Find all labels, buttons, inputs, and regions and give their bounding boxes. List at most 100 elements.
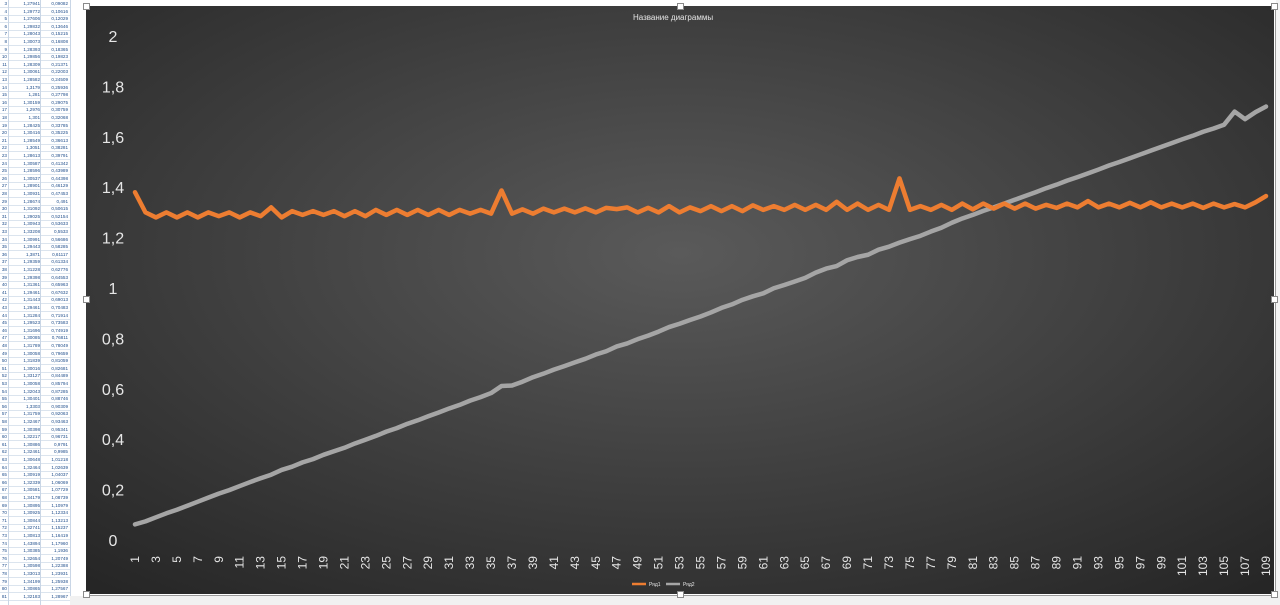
sheet-cell[interactable]: 0,65963 [51,282,68,288]
sheet-row[interactable]: 47 1,30085 0,76811 [0,334,70,343]
sheet-cell[interactable]: 1,3179 [25,84,40,90]
sheet-cell[interactable]: 1,31361 [23,282,40,288]
sheet-cell[interactable]: 1,23931 [51,571,68,576]
sheet-cell[interactable]: 1,17960 [51,540,68,546]
sheet-cell[interactable]: 1,31228 [23,267,40,272]
sheet-cell[interactable]: 0,90309 [51,403,68,409]
sheet-row[interactable]: 43 1,29461 0,70483 [0,304,70,312]
sheet-cell[interactable]: 1,28549 [23,137,40,143]
sheet-row[interactable]: 75 1,30385 1,1936 [0,547,70,556]
sheet-cell[interactable]: 0,22003 [51,69,68,75]
sheet-cell[interactable]: 1,31789 [23,343,40,348]
sheet-row[interactable]: 24 1,30587 0,41342 [0,160,70,168]
sheet-cell[interactable]: 0,491 [56,198,69,204]
sheet-row[interactable]: 16 1,30159 0,29075 [0,99,70,107]
sheet-cell[interactable]: 1,30648 [23,457,40,462]
sheet-cell[interactable]: 0,24509 [51,77,68,82]
sheet-cell[interactable]: 1,33208 [23,229,40,234]
sheet-cell[interactable]: 0,50615 [51,206,68,212]
sheet-cell[interactable]: 0,64553 [51,274,68,280]
sheet-cell[interactable]: 1,30598 [23,563,40,569]
sheet-row[interactable]: 50 1,31839 0,81059 [0,357,70,366]
sheet-row[interactable]: 59 1,30398 0,95341 [0,426,70,434]
sheet-cell[interactable]: 1,28596 [23,168,40,174]
sheet-cell[interactable]: 1,43894 [23,540,40,546]
sheet-row[interactable]: 10 1,29856 0,19823 [0,53,70,62]
sheet-row[interactable]: 33 1,33208 0,5533 [0,228,70,236]
sheet-cell[interactable]: 0,71914 [51,312,68,318]
sheet-cell[interactable]: 1,28043 [23,31,40,37]
sheet-cell[interactable]: 0,44398 [51,175,68,181]
sheet-cell[interactable]: 0,69013 [51,297,68,303]
sheet-row[interactable]: 4 1,29772 0,10616 [0,8,70,16]
resize-handle[interactable] [677,591,684,598]
sheet-row[interactable]: 81 1,32183 1,28967 [0,593,70,601]
sheet-row[interactable]: 53 1,30058 0,85794 [0,380,70,388]
sheet-cell[interactable]: 1,29832 [23,23,40,29]
sheet-cell[interactable]: 1,32461 [23,449,40,455]
sheet-cell[interactable]: 1,29398 [23,274,40,280]
sheet-cell[interactable]: 1,27567 [51,586,68,592]
sheet-row[interactable]: 41 1,29461 0,67632 [0,289,70,297]
sheet-row[interactable]: 23 1,28613 0,39791 [0,152,70,160]
sheet-row[interactable]: 31 1,29025 0,52154 [0,213,70,221]
sheet-row[interactable]: 57 1,31759 0,92063 [0,410,70,419]
sheet-cell[interactable]: 1,27606 [23,16,40,22]
sheet-cell[interactable]: 0,87285 [51,388,68,394]
resize-handle[interactable] [83,3,90,10]
sheet-row[interactable]: 39 1,29398 0,64553 [0,274,70,282]
sheet-cell[interactable]: 0,61334 [51,259,68,265]
sheet-row[interactable]: 30 1,31092 0,50615 [0,205,70,214]
sheet-cell[interactable]: 0,58285 [51,244,68,250]
sheet-cell[interactable]: 0,85794 [51,381,68,386]
sheet-cell[interactable]: 1,30865 [23,586,40,592]
sheet-cell[interactable]: 1,29461 [23,305,40,310]
sheet-cell[interactable]: 1,30925 [23,510,40,516]
sheet-row[interactable]: 76 1,32654 1,20749 [0,555,70,563]
sheet-cell[interactable]: 1,30587 [23,160,40,166]
sheet-row[interactable]: 66 1,32339 1,06069 [0,479,70,487]
sheet-cell[interactable]: 1,27941 [23,1,40,6]
chart-svg[interactable]: Название диаграммы 0 0,2 0,4 0,6 0,8 1 1,2 1,4 1… [86,6,1274,594]
sheet-row[interactable]: 44 1,31284 0,71914 [0,312,70,320]
sheet-cell[interactable]: 0,16808 [51,39,68,44]
sheet-cell[interactable]: 1,28425 [23,122,40,128]
sheet-cell[interactable]: 1,30398 [23,426,40,432]
sheet-row[interactable]: 3 1,27941 0,09082 [0,0,70,8]
sheet-row[interactable]: 22 1,3051 0,38281 [0,144,70,153]
resize-handle[interactable] [677,3,684,10]
sheet-cell[interactable]: 0,13646 [51,23,68,29]
sheet-row[interactable]: 12 1,30061 0,22003 [0,68,70,77]
sheet-cell[interactable]: 1,30943 [23,221,40,227]
sheet-cell[interactable]: 1,28901 [23,183,40,189]
resize-handle[interactable] [83,591,90,598]
chart-title[interactable]: Название диаграммы [633,13,713,22]
sheet-row[interactable]: 40 1,31361 0,65963 [0,281,70,290]
sheet-row[interactable]: 14 1,3179 0,25936 [0,84,70,92]
sheet-cell[interactable]: 1,30931 [23,191,40,196]
sheet-row[interactable]: 55 1,30401 0,88746 [0,395,70,404]
sheet-cell[interactable]: 1,301 [28,115,41,120]
sheet-cell[interactable]: 0,76811 [51,335,68,341]
sheet-row[interactable]: 46 1,31696 0,74919 [0,327,70,335]
sheet-row[interactable]: 25 1,28596 0,43989 [0,167,70,176]
sheet-cell[interactable]: 0,47453 [51,191,68,196]
sheet-cell[interactable]: 1,3303 [25,403,40,409]
sheet-cell[interactable]: 1,32741 [23,525,40,531]
sheet-cell[interactable]: 0,95341 [51,426,68,432]
sheet-row[interactable]: 17 1,2976 0,30759 [0,106,70,115]
sheet-cell[interactable]: 1,28582 [23,77,40,82]
sheet-cell[interactable]: 1,02639 [51,464,68,470]
sheet-row[interactable]: 8 1,30073 0,16808 [0,38,70,46]
sheet-cell[interactable]: 1,30085 [23,335,40,341]
sheet-row[interactable]: 60 1,32217 0,96731 [0,433,70,442]
sheet-cell[interactable]: 1,29856 [23,54,40,60]
sheet-row[interactable]: 51 1,30016 0,82681 [0,365,70,373]
sheet-row[interactable]: 49 1,30058 0,79659 [0,350,70,358]
sheet-cell[interactable]: 0,5533 [53,229,68,234]
sheet-cell[interactable]: 0,9985 [53,449,68,455]
sheet-row[interactable]: 19 1,28425 0,33785 [0,122,70,130]
sheet-row[interactable]: 79 1,34199 1,25938 [0,578,70,586]
sheet-cell[interactable]: 1,1936 [53,548,68,554]
sheet-cell[interactable]: 0,67632 [51,289,68,295]
